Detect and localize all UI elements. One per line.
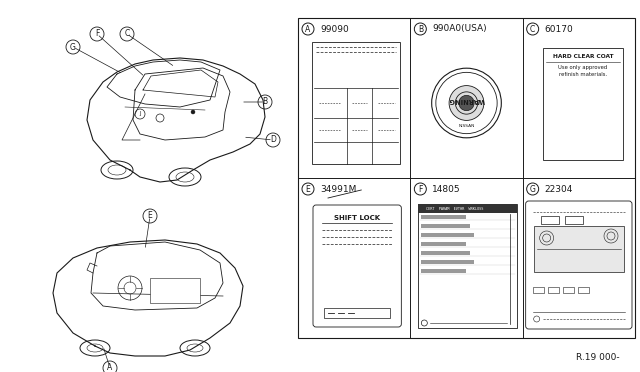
Bar <box>324 308 390 318</box>
Text: C: C <box>124 29 130 38</box>
Circle shape <box>459 95 474 110</box>
Bar <box>419 204 516 213</box>
Text: F: F <box>95 29 99 38</box>
Text: 60170: 60170 <box>545 25 573 33</box>
Text: B: B <box>418 25 423 33</box>
Text: A: A <box>108 363 113 372</box>
Bar <box>312 42 401 164</box>
Text: F: F <box>418 185 422 193</box>
Bar <box>563 287 573 293</box>
Bar <box>541 216 559 224</box>
Bar <box>421 242 465 246</box>
Text: 99090: 99090 <box>320 25 349 33</box>
Text: NISSAN: NISSAN <box>458 124 475 128</box>
Bar <box>419 204 516 328</box>
Text: 14805: 14805 <box>433 185 461 193</box>
Text: G: G <box>70 42 76 51</box>
Text: 22304: 22304 <box>545 185 573 193</box>
Circle shape <box>449 86 484 121</box>
Text: refinish materials.: refinish materials. <box>559 73 607 77</box>
Text: SHIFT LOCK: SHIFT LOCK <box>334 215 380 221</box>
Text: C: C <box>530 25 535 33</box>
Bar <box>421 224 470 228</box>
Text: HARD CLEAR COAT: HARD CLEAR COAT <box>552 55 613 60</box>
Text: WARNING: WARNING <box>448 97 484 103</box>
Bar <box>534 226 624 272</box>
Text: G: G <box>530 185 536 193</box>
Text: E: E <box>306 185 310 193</box>
Bar <box>532 287 543 293</box>
Bar <box>578 287 589 293</box>
Bar <box>543 48 623 160</box>
Bar <box>298 18 635 338</box>
Text: R.19 000-: R.19 000- <box>577 353 620 362</box>
Bar <box>421 251 470 255</box>
Bar <box>421 269 465 273</box>
Text: 34991M: 34991M <box>320 185 356 193</box>
Text: E: E <box>148 212 152 221</box>
FancyBboxPatch shape <box>313 205 401 327</box>
Text: D: D <box>270 135 276 144</box>
Text: 990A0(USA): 990A0(USA) <box>433 25 487 33</box>
FancyBboxPatch shape <box>525 201 632 329</box>
Bar <box>421 233 474 237</box>
Bar <box>421 215 465 219</box>
Text: Use only approved: Use only approved <box>558 65 607 71</box>
Bar <box>421 260 474 264</box>
Text: J: J <box>139 112 141 116</box>
Bar <box>564 216 582 224</box>
Text: CERT  PARAM  EVTHR  WRKLOSS: CERT PARAM EVTHR WRKLOSS <box>426 206 484 211</box>
Bar <box>548 287 559 293</box>
Text: A: A <box>305 25 310 33</box>
Circle shape <box>191 110 195 114</box>
Text: B: B <box>262 97 268 106</box>
Bar <box>150 278 200 303</box>
